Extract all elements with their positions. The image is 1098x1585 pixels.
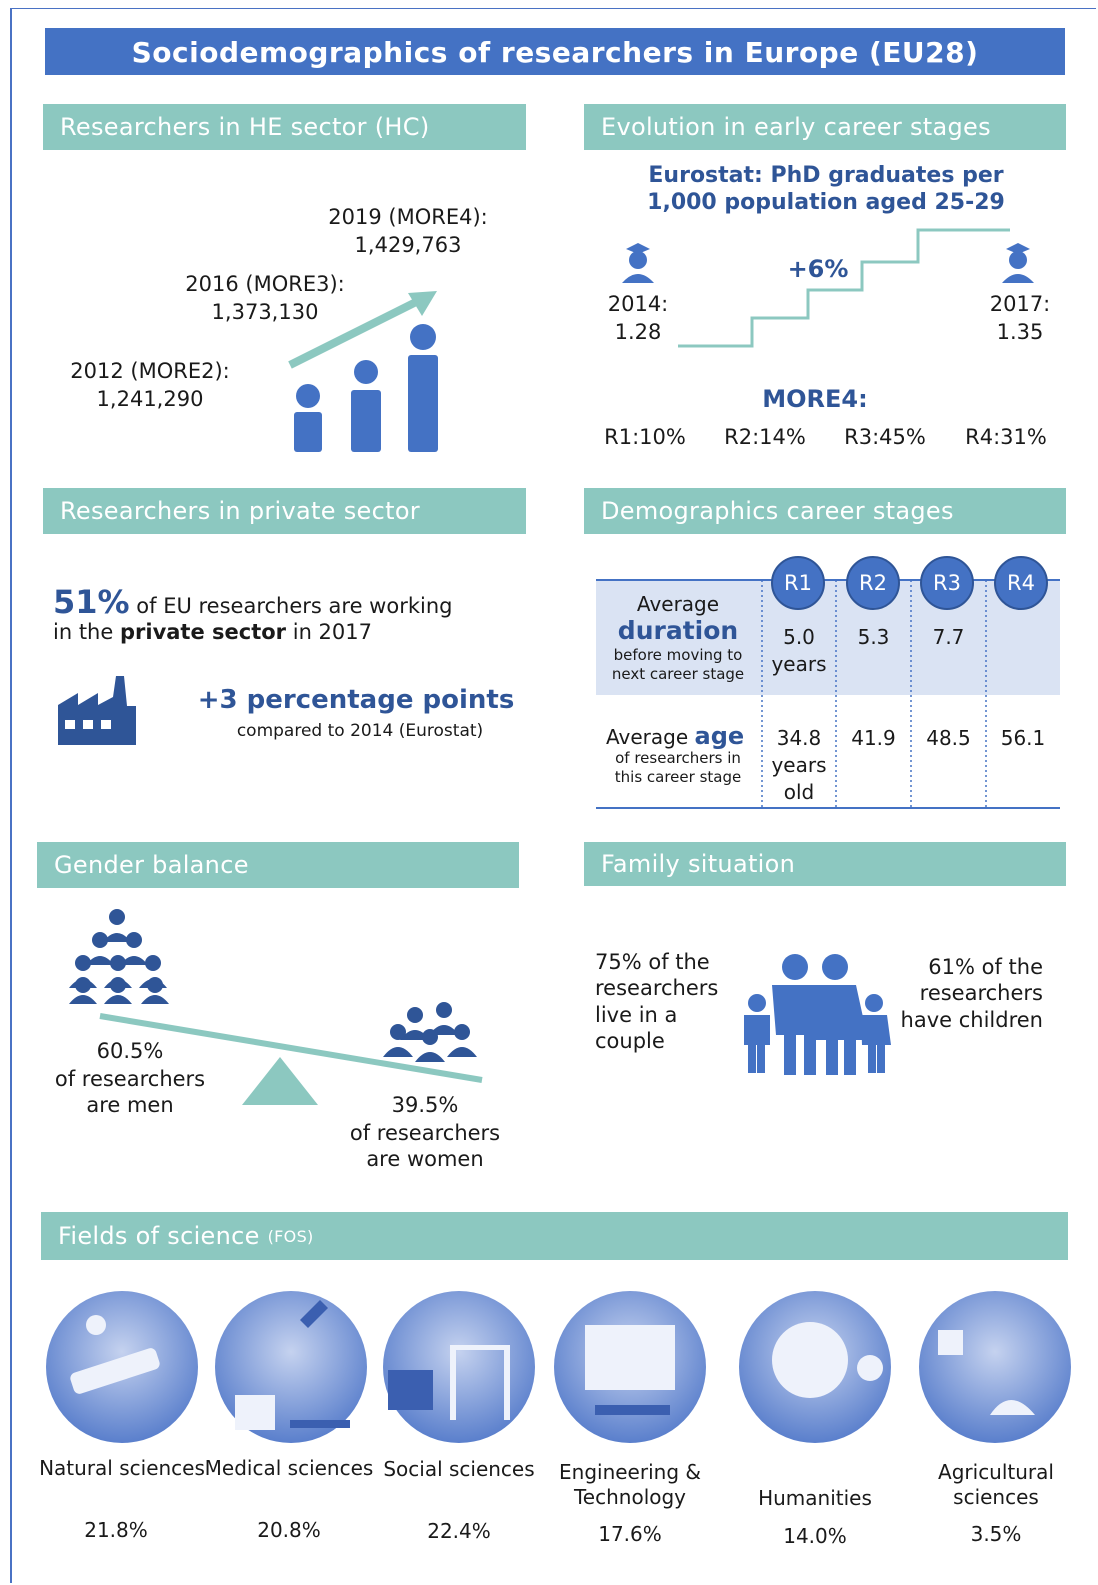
more4-label: MORE4: [762,384,867,414]
stage-badge: R2 [846,556,900,610]
row-label-note: of researchers in this career stage [602,749,754,787]
section-heading: Researchers in private sector [43,488,526,534]
field-share: 20.8% [257,1518,321,1543]
he-label: 2012 (MORE2): [70,358,229,384]
private-text: in 2017 [293,620,372,644]
field-share: 14.0% [783,1524,847,1549]
women-icon [383,1002,477,1062]
field-name: Medical sciences [204,1456,374,1481]
field-name: Agricultural sciences [911,1460,1081,1510]
factory-windows [65,720,111,729]
he-value: 1,241,290 [97,386,204,412]
heading-text: Fields of science [58,1222,260,1250]
field-share: 22.4% [427,1519,491,1544]
field-share: 3.5% [971,1522,1022,1547]
start-label: 2014: [608,291,669,317]
steps-line [678,230,1010,346]
duration-value: 5.0 years [764,624,834,678]
private-line: 51% of EU researchers are working [53,582,452,622]
title: Sociodemographics of researchers in Euro… [132,35,979,70]
children-text: 61% of the researchers have children [898,954,1043,1033]
stage-badge: R3 [920,556,974,610]
change: +6% [788,254,849,284]
men-text: of researchers are men [45,1066,215,1119]
age-value: 56.1 [988,725,1058,752]
field-name: Engineering & Technology [540,1460,720,1510]
private-line: in the private sector in 2017 [53,619,372,645]
row-label-main: age [695,722,745,750]
end-label: 2017: [990,291,1051,317]
row-label-note: before moving to next career stage [598,646,758,684]
he-value: 1,429,763 [355,232,462,258]
end-value: 1.35 [997,319,1044,345]
family-icon [744,954,891,1075]
he-label: 2016 (MORE3): [185,271,344,297]
section-heading: Evolution in early career stages [584,104,1066,150]
row-label-top: Average [606,725,688,749]
factory-icon [58,676,136,745]
section-heading: Fields of science (FOS) [41,1212,1068,1260]
heading-note: (FOS) [268,1227,314,1246]
section-heading: Researchers in HE sector (HC) [43,104,526,150]
private-change: +3 percentage points [198,684,515,717]
private-text-bold: private sector [120,620,286,644]
age-value: 34.8 years old [764,725,834,806]
age-value: 48.5 [913,725,984,752]
field-name: Humanities [730,1486,900,1511]
field-share: 17.6% [598,1522,662,1547]
field-name: Social sciences [374,1457,544,1482]
private-text: in the [53,620,113,644]
share: R4:31% [965,424,1047,450]
men-icon [69,909,169,1004]
row-label-main: duration [618,615,738,646]
duration-value: 7.7 [913,624,984,651]
field-icons [46,1291,1071,1443]
row-label: Average age [606,721,744,751]
section-heading: Family situation [584,842,1066,886]
private-share: 51% [53,583,130,621]
private-text: of EU researchers are working [136,594,452,618]
he-value: 1,373,130 [212,299,319,325]
age-value: 41.9 [838,725,909,752]
field-name: Natural sciences [37,1456,207,1481]
he-label: 2019 (MORE4): [328,204,487,230]
duration-value: 5.3 [838,624,909,651]
field-share: 21.8% [84,1518,148,1543]
women-text: of researchers are women [340,1120,510,1173]
share: R1:10% [604,424,686,450]
stage-badge: R1 [771,556,825,610]
seesaw-pivot [242,1057,318,1105]
women-share: 39.5% [392,1092,459,1118]
private-change-note: compared to 2014 (Eurostat) [237,721,483,742]
start-value: 1.28 [615,319,662,345]
share: R2:14% [724,424,806,450]
subtitle-line: 1,000 population aged 25-29 [647,189,1005,217]
section-heading: Demographics career stages [584,488,1066,534]
row-label: Average [637,592,719,617]
illustrations [0,0,1098,1585]
section-heading: Gender balance [37,842,519,888]
men-share: 60.5% [97,1038,164,1064]
couple-text: 75% of the researchers live in a couple [595,949,740,1054]
share: R3:45% [844,424,926,450]
infographic: Sociodemographics of researchers in Euro… [0,0,1098,1585]
stage-badge: R4 [994,556,1048,610]
page: Sociodemographics of researchers in Euro… [0,0,1098,1585]
subtitle-line: Eurostat: PhD graduates per [648,162,1003,190]
he-icon [294,324,438,452]
